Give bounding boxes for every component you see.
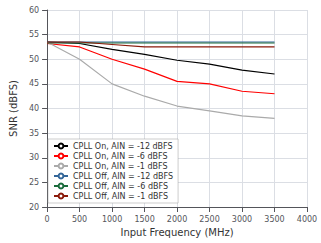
svg-text:3500: 3500 [264,215,284,224]
svg-text:Input Frequency (MHz): Input Frequency (MHz) [120,227,233,238]
svg-text:45: 45 [29,79,39,88]
svg-text:35: 35 [29,129,39,138]
svg-text:CPLL On, AIN = -6 dBFS: CPLL On, AIN = -6 dBFS [73,152,168,161]
svg-text:25: 25 [29,178,39,187]
svg-text:CPLL Off, AIN = -6 dBFS: CPLL Off, AIN = -6 dBFS [73,182,168,191]
svg-text:0: 0 [45,215,50,224]
svg-text:20: 20 [29,203,39,212]
svg-text:40: 40 [29,104,39,113]
svg-text:30: 30 [29,153,39,162]
svg-text:CPLL On, AIN = -1 dBFS: CPLL On, AIN = -1 dBFS [73,162,168,171]
svg-text:50: 50 [29,55,39,64]
svg-text:3000: 3000 [232,215,252,224]
svg-text:SNR (dBFS): SNR (dBFS) [8,80,19,137]
svg-text:4000: 4000 [297,215,317,224]
svg-text:1000: 1000 [102,215,122,224]
svg-text:2000: 2000 [167,215,187,224]
svg-text:2500: 2500 [199,215,219,224]
svg-text:500: 500 [72,215,87,224]
svg-text:CPLL Off, AIN = -12 dBFS: CPLL Off, AIN = -12 dBFS [73,172,173,181]
svg-text:60: 60 [29,6,39,15]
svg-text:55: 55 [29,30,39,39]
svg-text:1500: 1500 [134,215,154,224]
svg-text:CPLL Off, AIN = -1 dBFS: CPLL Off, AIN = -1 dBFS [73,192,168,201]
svg-text:CPLL On, AIN = -12 dBFS: CPLL On, AIN = -12 dBFS [73,142,173,151]
